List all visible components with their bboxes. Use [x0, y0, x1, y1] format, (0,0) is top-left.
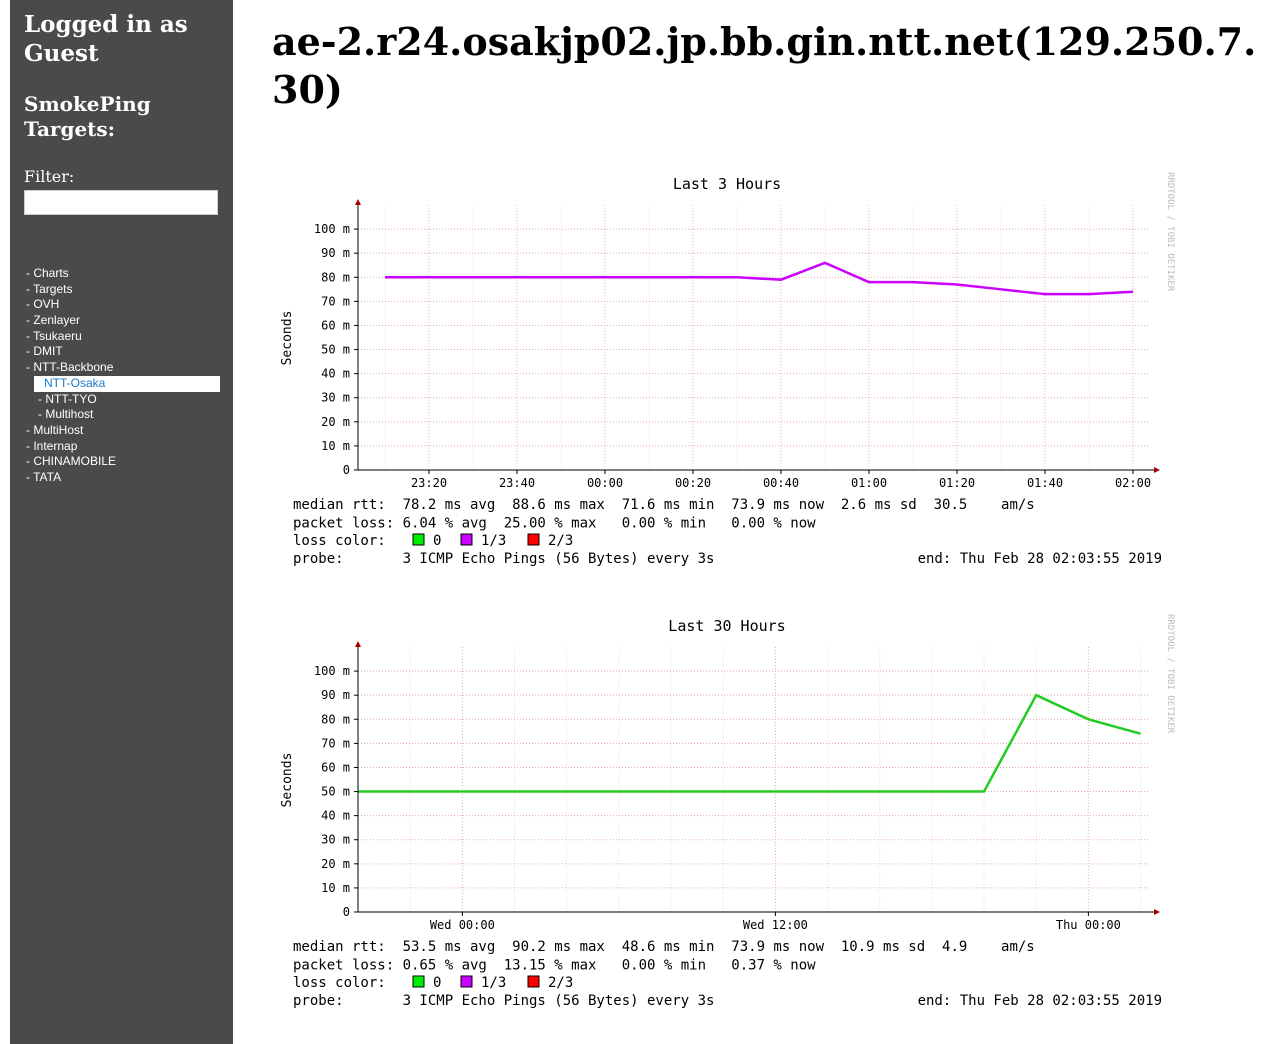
targets-heading: SmokePing Targets:	[24, 92, 151, 141]
loss-color-swatch	[527, 533, 540, 546]
menu-item[interactable]: - Internap	[26, 438, 78, 453]
probe-line: probe: 3 ICMP Echo Pings (56 Bytes) ever…	[293, 993, 714, 1009]
stats-line: median rtt: 78.2 ms avg 88.6 ms max 71.6…	[293, 497, 1035, 513]
y-tick-label: 80 m	[321, 270, 350, 284]
x-tick-label: 01:20	[939, 476, 975, 490]
menu-item[interactable]: - TATA	[26, 469, 62, 484]
y-tick-label: 20 m	[321, 857, 350, 871]
y-tick-label: 90 m	[321, 246, 350, 260]
menu-item[interactable]: - DMIT	[26, 344, 63, 359]
x-axis-arrow	[1154, 909, 1160, 915]
y-axis-arrow	[355, 199, 361, 205]
target-menu: - Charts - Targets - OVH - Zenlayer - Tsukae…	[26, 266, 220, 486]
y-tick-label: 50 m	[321, 785, 350, 799]
watermark: RRDTOOL / TOBI OETIKER	[1165, 172, 1175, 292]
menu-item[interactable]: - Targets	[26, 281, 73, 296]
menu-item[interactable]: - Tsukaeru	[26, 328, 82, 343]
y-axis-label: Seconds	[280, 311, 295, 366]
stats-line: packet loss: 0.65 % avg 13.15 % max 0.00…	[293, 957, 816, 973]
y-tick-label: 60 m	[321, 760, 350, 774]
loss-color-swatch	[412, 975, 425, 988]
chart-title: Last 3 Hours	[673, 175, 781, 193]
watermark: RRDTOOL / TOBI OETIKER	[1165, 614, 1175, 734]
loss-color-entry: 1/3	[481, 533, 506, 549]
y-tick-label: 0	[343, 905, 350, 919]
menu-item[interactable]: NTT-Osaka	[34, 375, 220, 392]
loss-color-swatch	[460, 533, 473, 546]
y-tick-label: 10 m	[321, 881, 350, 895]
menu-item[interactable]: - Zenlayer	[26, 313, 81, 328]
x-tick-label: 00:20	[675, 476, 711, 490]
y-axis-label: Seconds	[280, 753, 295, 808]
menu-item[interactable]: - NTT-TYO	[38, 391, 97, 406]
x-tick-label: 00:00	[587, 476, 623, 490]
loss-color-entry: 2/3	[548, 975, 573, 991]
stats-line: packet loss: 6.04 % avg 25.00 % max 0.00…	[293, 515, 816, 531]
chart-title: Last 30 Hours	[668, 617, 785, 635]
x-tick-label: 23:20	[411, 476, 447, 490]
menu-item[interactable]: - Charts	[26, 266, 69, 280]
loss-color-swatch	[460, 975, 473, 988]
x-axis-arrow	[1154, 467, 1160, 473]
plot-area	[358, 205, 1148, 470]
menu-item[interactable]: - MultiHost	[26, 422, 84, 437]
x-tick-label: 23:40	[499, 476, 535, 490]
y-tick-label: 40 m	[321, 367, 350, 381]
filter-input[interactable]	[24, 190, 218, 215]
loss-color-entry: 1/3	[481, 975, 506, 991]
loss-color-entry: 2/3	[548, 533, 573, 549]
y-tick-label: 90 m	[321, 688, 350, 702]
x-tick-label: Wed 12:00	[743, 918, 808, 932]
loss-color-swatch	[527, 975, 540, 988]
x-tick-label: Thu 00:00	[1056, 918, 1121, 932]
menu-item[interactable]: - CHINAMOBILE	[26, 454, 117, 469]
y-axis-arrow	[355, 641, 361, 647]
y-tick-label: 60 m	[321, 318, 350, 332]
loss-color-label: loss color:	[293, 533, 386, 549]
loss-color-swatch	[412, 533, 425, 546]
filter-label: Filter:	[24, 167, 75, 186]
y-tick-label: 20 m	[321, 415, 350, 429]
x-tick-label: 02:00	[1115, 476, 1151, 490]
sidebar: Logged in as Guest SmokePing Targets: Fi…	[10, 0, 233, 1044]
y-tick-label: 0	[343, 463, 350, 477]
loss-color-entry: 0	[433, 975, 441, 991]
menu-item[interactable]: - OVH	[26, 297, 60, 312]
y-tick-label: 70 m	[321, 736, 350, 750]
x-tick-label: Wed 00:00	[430, 918, 495, 932]
y-tick-label: 30 m	[321, 391, 350, 405]
loss-color-label: loss color:	[293, 975, 386, 991]
y-tick-label: 70 m	[321, 294, 350, 308]
x-tick-label: 00:40	[763, 476, 799, 490]
y-tick-label: 100 m	[314, 664, 350, 678]
y-tick-label: 100 m	[314, 222, 350, 236]
page-title: ae-2.r24.osakjp02.jp.bb.gin.ntt.net(129.…	[272, 19, 1257, 112]
probe-line: probe: 3 ICMP Echo Pings (56 Bytes) ever…	[293, 551, 714, 567]
y-tick-label: 30 m	[321, 833, 350, 847]
plot-area	[358, 647, 1148, 912]
y-tick-label: 50 m	[321, 343, 350, 357]
stats-line: median rtt: 53.5 ms avg 90.2 ms max 48.6…	[293, 939, 1035, 955]
end-time: end: Thu Feb 28 02:03:55 2019	[918, 993, 1162, 1009]
y-tick-label: 80 m	[321, 712, 350, 726]
y-tick-label: 10 m	[321, 439, 350, 453]
median-line	[358, 693, 1141, 793]
login-status: Logged in as Guest	[24, 11, 188, 67]
x-tick-label: 01:00	[851, 476, 887, 490]
y-tick-label: 40 m	[321, 809, 350, 823]
end-time: end: Thu Feb 28 02:03:55 2019	[918, 551, 1162, 567]
menu-item[interactable]: - NTT-Backbone	[26, 360, 114, 375]
loss-color-entry: 0	[433, 533, 441, 549]
median-line	[385, 261, 1134, 296]
menu-item[interactable]: - Multihost	[38, 407, 94, 422]
x-tick-label: 01:40	[1027, 476, 1063, 490]
